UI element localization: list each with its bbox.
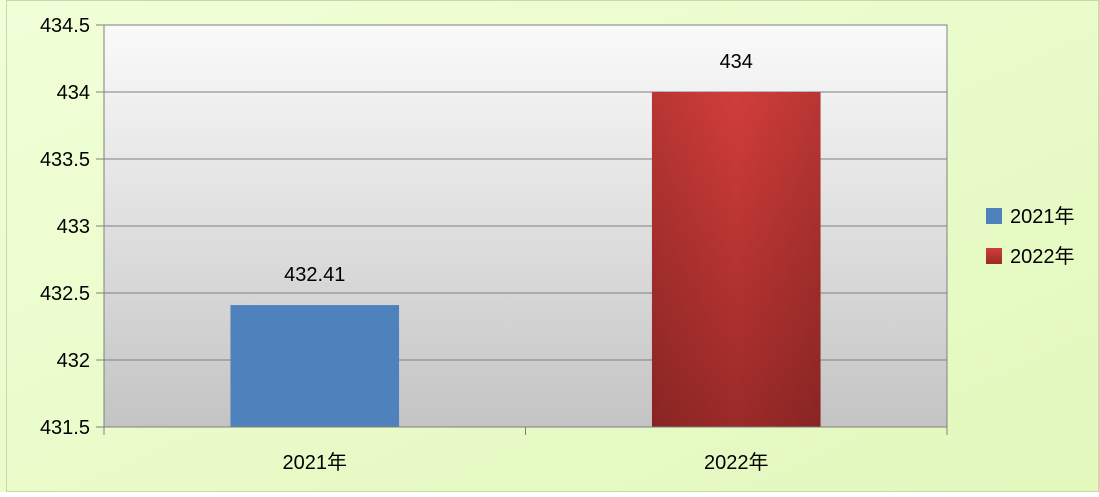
legend-label: 2021年	[1010, 205, 1075, 228]
y-tick-label: 432.5	[40, 283, 90, 305]
y-tick-label: 433.5	[40, 149, 90, 171]
axes	[96, 24, 948, 435]
x-tick-label: 2021年	[283, 451, 348, 474]
legend: 2021年 2022年	[986, 205, 1075, 268]
y-tick-label: 433	[57, 216, 90, 238]
bar-shading	[651, 92, 821, 427]
y-tick-label: 434	[57, 82, 90, 104]
legend-label: 2022年	[1010, 245, 1075, 268]
x-tick-label: 2022年	[704, 451, 769, 474]
labels: 434.5 434 433.5 433 432.5 432 431.5 2021年 2022年 4…	[40, 15, 769, 474]
data-label: 432.41	[284, 264, 345, 286]
data-label: 434	[720, 51, 753, 73]
bars	[230, 92, 821, 427]
legend-swatch	[986, 208, 1002, 224]
y-tick-label: 432	[57, 350, 90, 372]
legend-swatch	[986, 248, 1002, 264]
bar	[230, 305, 400, 427]
y-tick-label: 434.5	[40, 15, 90, 37]
y-tick-label: 431.5	[40, 417, 90, 439]
